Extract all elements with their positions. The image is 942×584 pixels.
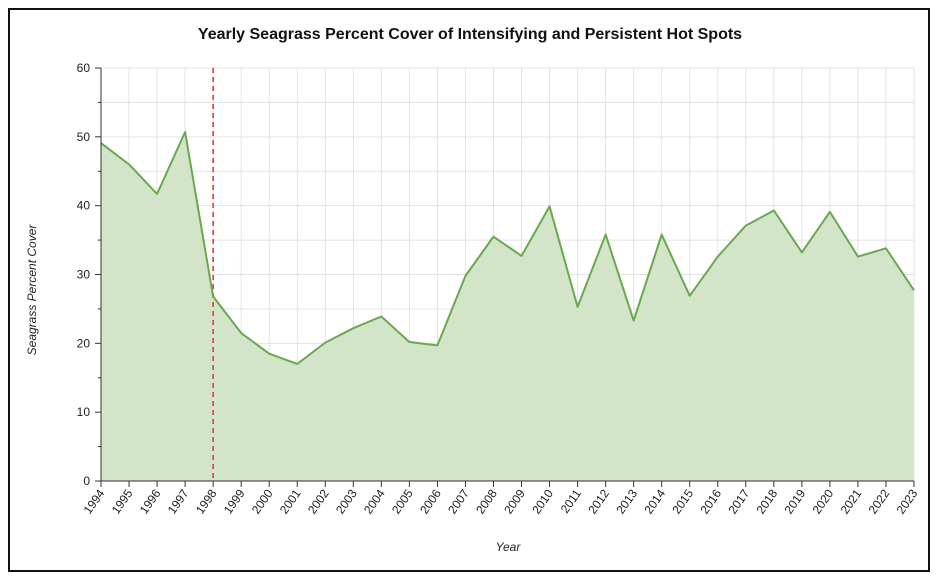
x-tick-label: 2023 (894, 486, 921, 516)
x-tick-label: 2022 (866, 486, 893, 516)
y-tick-label: 50 (77, 130, 91, 144)
x-tick-label: 2002 (305, 486, 332, 516)
x-tick-label: 2001 (277, 486, 304, 516)
x-tick-label: 1998 (193, 486, 220, 516)
x-tick-label: 2013 (613, 486, 640, 516)
x-tick-label: 2016 (697, 486, 724, 516)
y-tick-label: 0 (83, 474, 90, 488)
x-tick-labels: 1994 1995 1996 1997 1998 1999 2000 2001 2002 2003… (81, 486, 921, 516)
x-tick-label: 2007 (445, 486, 472, 516)
x-tick-label: 2009 (501, 486, 528, 516)
y-axis-label: Seagrass Percent Cover (25, 224, 39, 356)
x-tick-label: 2006 (417, 486, 444, 516)
x-tick-label: 1995 (109, 486, 136, 516)
x-tick-label: 2018 (754, 486, 781, 516)
x-tick-label: 2015 (669, 486, 696, 516)
x-tick-label: 2003 (333, 486, 360, 516)
x-tick-label: 2011 (558, 486, 584, 515)
x-tick-label: 2005 (389, 486, 416, 516)
x-tick-label: 2021 (838, 486, 865, 516)
x-tick-label: 2014 (641, 486, 668, 516)
x-tick-label: 2000 (249, 486, 276, 516)
y-tick-label: 30 (77, 268, 91, 282)
x-tick-label: 2017 (725, 486, 752, 516)
x-axis-label: Year (496, 540, 522, 554)
y-tick-labels: 0 10 20 30 40 50 60 (77, 61, 91, 488)
axes (95, 67, 915, 487)
x-tick-label: 1997 (165, 486, 192, 516)
series-area-fill (101, 132, 914, 481)
x-tick-label: 1999 (221, 486, 248, 516)
y-tick-label: 20 (77, 336, 91, 350)
y-tick-label: 60 (77, 61, 91, 75)
x-tick-label: 2008 (473, 486, 500, 516)
x-tick-label: 2010 (529, 486, 556, 516)
x-tick-label: 2012 (585, 486, 612, 516)
y-tick-label: 10 (77, 405, 91, 419)
series-line (100, 131, 915, 365)
x-tick-label: 2019 (782, 486, 809, 516)
y-tick-label: 40 (77, 199, 91, 213)
x-tick-label: 1996 (137, 486, 164, 516)
x-tick-label: 2004 (361, 486, 388, 516)
x-tick-label: 1994 (81, 486, 108, 516)
x-tick-label: 2020 (810, 486, 837, 516)
chart-title: Yearly Seagrass Percent Cover of Intensi… (198, 26, 742, 43)
